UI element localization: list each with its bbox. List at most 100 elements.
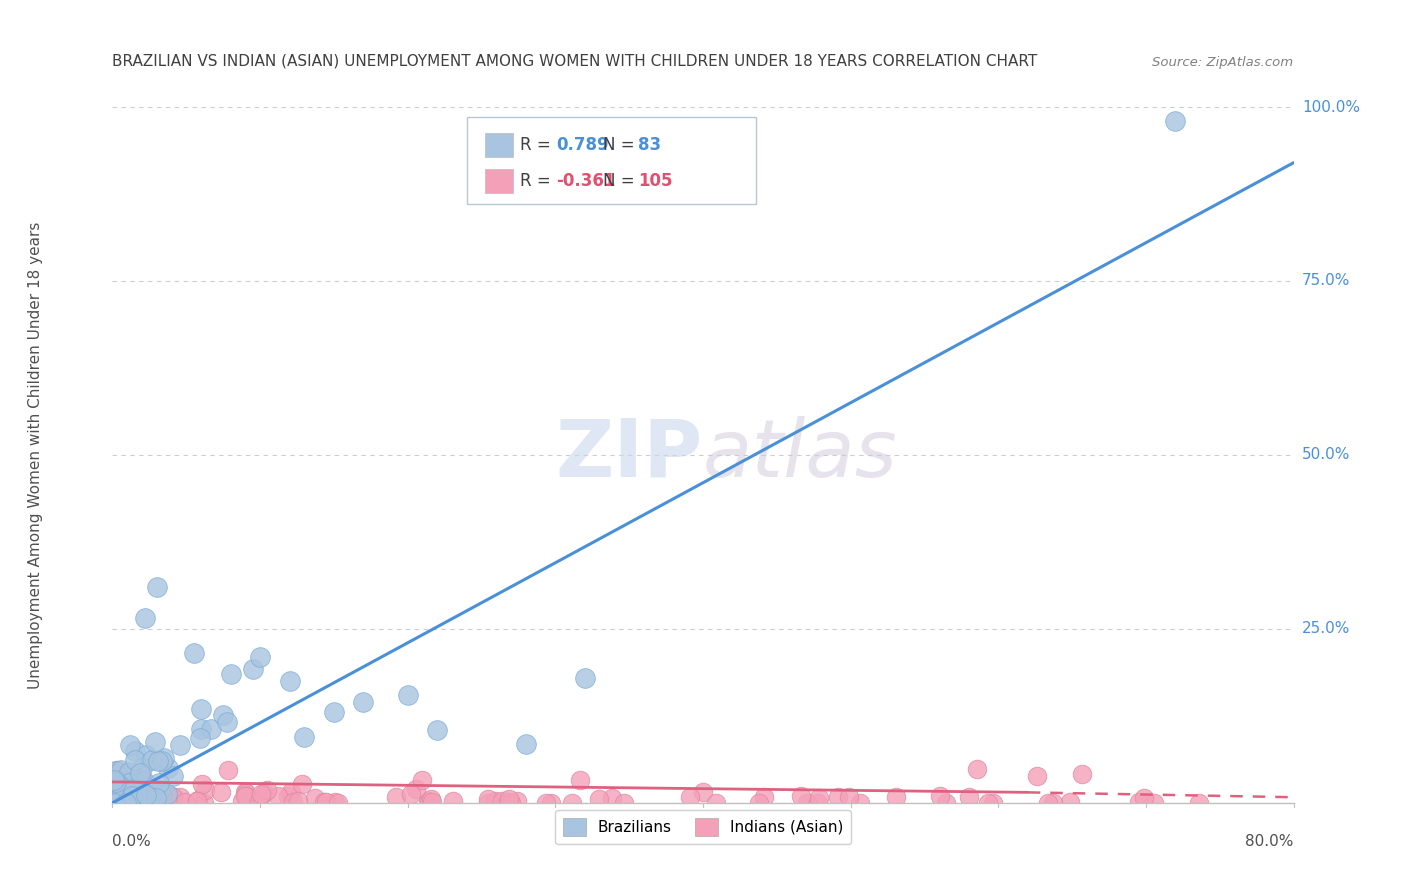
Point — [141, 753, 163, 767]
Point — [146, 754, 169, 768]
Point — [160, 789, 183, 804]
Point — [107, 795, 129, 809]
Point — [129, 783, 152, 797]
Text: 50.0%: 50.0% — [1302, 448, 1350, 462]
Point — [280, 785, 302, 799]
Point — [129, 765, 152, 780]
Point — [110, 763, 132, 777]
Point — [146, 792, 169, 806]
Point — [253, 786, 276, 800]
Point — [193, 796, 215, 810]
Point — [139, 792, 162, 806]
Point — [125, 789, 148, 804]
Point — [405, 782, 427, 797]
Point — [1164, 114, 1187, 128]
Point — [143, 735, 166, 749]
Point — [600, 791, 623, 805]
Point — [194, 783, 217, 797]
Point — [235, 789, 257, 803]
FancyBboxPatch shape — [485, 133, 513, 157]
Point — [118, 738, 141, 752]
Point — [796, 796, 818, 810]
Point — [323, 706, 346, 720]
Point — [115, 796, 138, 810]
Point — [127, 795, 149, 809]
Point — [138, 790, 160, 805]
Point — [249, 787, 271, 801]
Point — [267, 789, 290, 803]
Point — [827, 789, 849, 804]
Point — [148, 776, 170, 790]
Point — [125, 791, 148, 805]
Point — [134, 611, 156, 625]
Point — [120, 796, 142, 810]
Point — [441, 794, 464, 808]
Point — [110, 796, 132, 810]
Point — [534, 796, 557, 810]
Point — [928, 789, 950, 804]
Point — [491, 794, 513, 808]
Point — [132, 773, 155, 788]
Point — [112, 796, 135, 810]
Point — [235, 786, 257, 800]
Point — [1026, 769, 1049, 783]
Point — [190, 702, 212, 716]
Point — [884, 789, 907, 804]
Text: atlas: atlas — [703, 416, 898, 494]
Point — [217, 714, 239, 729]
Point — [124, 789, 146, 804]
Text: R =: R = — [520, 136, 555, 154]
Point — [420, 795, 443, 809]
Point — [704, 796, 727, 810]
Point — [501, 796, 523, 810]
Point — [312, 795, 335, 809]
Point — [212, 708, 235, 723]
Point — [1042, 796, 1064, 810]
Text: 100.0%: 100.0% — [1302, 100, 1360, 114]
Point — [112, 796, 135, 810]
Point — [219, 667, 242, 681]
Text: 105: 105 — [638, 172, 672, 190]
Point — [426, 723, 449, 737]
Point — [146, 785, 169, 799]
Point — [679, 790, 702, 805]
Point — [1133, 791, 1156, 805]
Point — [849, 796, 872, 810]
Point — [104, 764, 127, 778]
Point — [748, 796, 770, 810]
Point — [1143, 796, 1166, 810]
Point — [131, 761, 153, 775]
Point — [352, 695, 374, 709]
Point — [418, 795, 440, 809]
Point — [150, 787, 173, 801]
Point — [981, 796, 1004, 810]
Point — [127, 796, 149, 810]
Point — [141, 795, 163, 809]
Text: 83: 83 — [638, 136, 661, 154]
Point — [411, 773, 433, 788]
Point — [496, 795, 519, 809]
Point — [103, 789, 125, 803]
Point — [209, 785, 232, 799]
Point — [790, 789, 813, 804]
Point — [200, 722, 222, 736]
Point — [111, 791, 134, 805]
Point — [118, 796, 141, 810]
Point — [1070, 766, 1092, 780]
FancyBboxPatch shape — [485, 169, 513, 193]
Point — [103, 793, 125, 807]
Point — [125, 775, 148, 789]
Text: Source: ZipAtlas.com: Source: ZipAtlas.com — [1153, 56, 1294, 69]
Text: -0.361: -0.361 — [557, 172, 616, 190]
Legend: Brazilians, Indians (Asian): Brazilians, Indians (Asian) — [555, 810, 851, 844]
Point — [966, 762, 988, 776]
Point — [420, 791, 443, 805]
Text: BRAZILIAN VS INDIAN (ASIAN) UNEMPLOYMENT AMONG WOMEN WITH CHILDREN UNDER 18 YEAR: BRAZILIAN VS INDIAN (ASIAN) UNEMPLOYMENT… — [112, 54, 1038, 69]
Point — [217, 763, 239, 777]
Point — [124, 753, 146, 767]
Point — [396, 688, 419, 702]
Point — [191, 777, 214, 791]
Point — [692, 785, 714, 799]
Point — [121, 781, 143, 796]
Point — [121, 789, 143, 804]
